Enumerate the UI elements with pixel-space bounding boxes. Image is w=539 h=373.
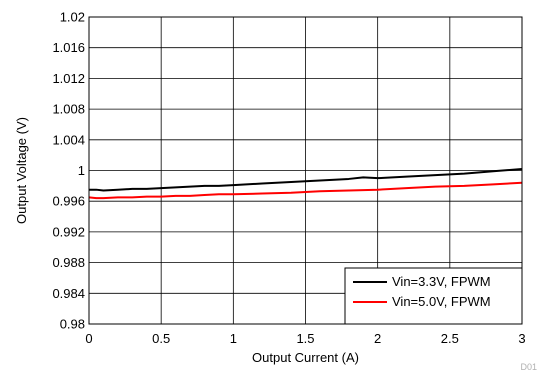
x-tick-label: 2 — [374, 331, 381, 346]
y-tick-label: 1.016 — [52, 40, 85, 55]
y-tick-label: 1.012 — [52, 71, 85, 86]
y-tick-label: 1.008 — [52, 102, 85, 117]
x-tick-label: 2.5 — [441, 331, 459, 346]
y-tick-label: 0.98 — [60, 317, 85, 332]
legend-label-vin-5v0: Vin=5.0V, FPWM — [392, 294, 491, 309]
x-tick-label: 3 — [518, 331, 525, 346]
y-tick-label: 0.988 — [52, 255, 85, 270]
figure-id: D01 — [520, 362, 537, 372]
x-tick-labels: 0 0.5 1 1.5 2 2.5 3 — [85, 331, 525, 346]
y-tick-label: 0.984 — [52, 286, 85, 301]
x-tick-label: 1 — [230, 331, 237, 346]
series-lines — [88, 167, 523, 200]
x-tick-label: 0.5 — [152, 331, 170, 346]
series-line-0 — [89, 167, 523, 192]
legend-box — [344, 267, 523, 325]
x-tick-label: 1.5 — [296, 331, 314, 346]
y-tick-label: 0.992 — [52, 224, 85, 239]
x-tick-label: 0 — [85, 331, 92, 346]
x-axis-title: Output Current (A) — [252, 350, 359, 365]
y-tick-label: 1.004 — [52, 132, 85, 147]
plot-frame — [88, 16, 523, 325]
y-tick-labels: 0.98 0.984 0.988 0.992 0.996 1 1.004 1.008 1.012… — [52, 10, 85, 332]
series-line-1 — [88, 181, 523, 200]
legend: Vin=3.3V, FPWM Vin=5.0V, FPWM — [344, 267, 523, 325]
y-axis-title: Output Voltage (V) — [14, 117, 29, 224]
y-tick-label: 1.02 — [60, 10, 85, 25]
y-tick-label: 0.996 — [52, 194, 85, 209]
legend-label-vin-3v3: Vin=3.3V, FPWM — [392, 274, 491, 289]
y-tick-label: 1 — [78, 163, 85, 178]
